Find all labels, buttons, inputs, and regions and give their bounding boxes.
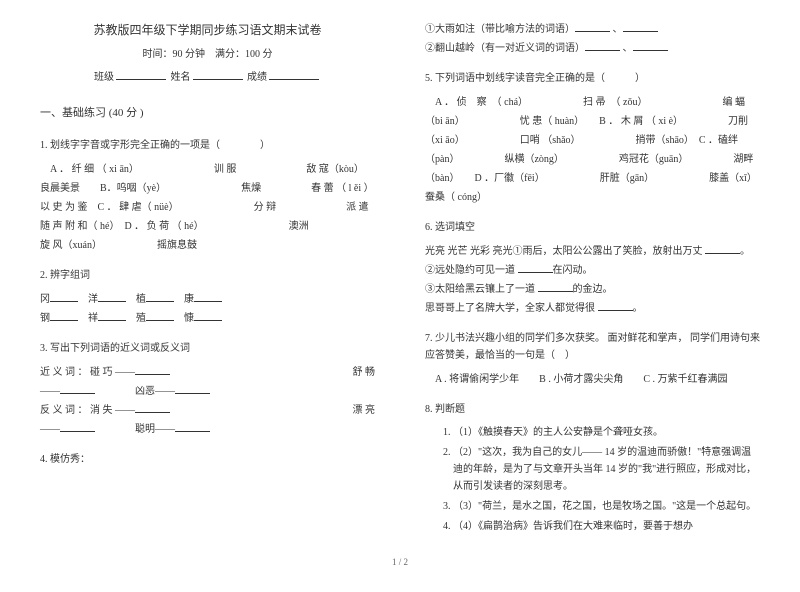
q8-item-1: （1）《触摸春天》的主人公安静是个聋哑女孩。 <box>453 424 760 441</box>
q5-body: A ． 侦 察 （ chá） 扫 帚 （ zǒu） 编 蝠（bi ān） 忧 患… <box>425 93 760 207</box>
q6-line3: ③太阳给黑云镶上了一道 的金边。 <box>425 280 760 299</box>
q2-line2: 钢 祥 殖 慷 <box>40 309 375 328</box>
page-footer: 1 / 2 <box>0 557 800 567</box>
r1-line1: ①大雨如注（带比喻方法的词语） 、 <box>425 20 760 39</box>
student-info: 班级 姓名 成绩 <box>40 69 375 86</box>
exam-meta: 时间：90 分钟 满分：100 分 <box>40 46 375 63</box>
section-1-head: 一、基础练习 (40 分 ) <box>40 104 375 123</box>
q8-item-2: （2）"这次，我为自己的女儿—— 14 岁的温迪而骄傲！"特意强调温迪的年龄，是… <box>453 444 760 495</box>
q1-body: A ． 纤 细 （ xi ān） 训 服 敌 寇（kòu） 良晨美景 B．呜咽（… <box>40 160 375 255</box>
q2-prompt: 2. 辨字组词 <box>40 267 375 284</box>
q8-item-3: （3）"荷兰，是水之国，花之国，也是牧场之国。"这是一个总起句。 <box>453 498 760 515</box>
q6-line4: 思哥哥上了名牌大学，全家人都觉得很 。 <box>425 299 760 318</box>
q6-prompt: 6. 选词填空 <box>425 219 760 236</box>
exam-title: 苏教版四年级下学期同步练习语文期末试卷 <box>40 20 375 40</box>
q3-line3: 反 义 词 ： 消 失 —— 漂 亮 <box>40 401 375 420</box>
r1-line2: ②翻山越岭（有一对近义词的词语） 、 <box>425 39 760 58</box>
q4-prompt: 4. 模仿秀： <box>40 451 375 468</box>
q6-line2: ②远处隐约可见一道 在闪动。 <box>425 261 760 280</box>
q8-prompt: 8. 判断题 <box>425 401 760 418</box>
q6-line1: 光亮 光芒 光彩 亮光①雨后，太阳公公露出了笑脸，放射出万丈 。 <box>425 242 760 261</box>
left-column: 苏教版四年级下学期同步练习语文期末试卷 时间：90 分钟 满分：100 分 班级… <box>40 20 375 539</box>
q1-prompt: 1. 划线字字音或字形完全正确的一项是（ ） <box>40 137 375 154</box>
q7-opts: A . 将谓偷闲学少年 B . 小荷才露尖尖角 C . 万紫千红春满园 <box>425 370 760 389</box>
q7-prompt: 7. 少儿书法兴趣小组的同学们多次获奖。 面对鲜花和掌声， 同学们用诗句来应答赞… <box>425 330 760 364</box>
q3-prompt: 3. 写出下列词语的近义词或反义词 <box>40 340 375 357</box>
q3-line1: 近 义 词 ： 碰 巧 —— 舒 畅 <box>40 363 375 382</box>
q2-line1: 冈 洋 植 康 <box>40 290 375 309</box>
q5-prompt: 5. 下列词语中划线字读音完全正确的是（ ） <box>425 70 760 87</box>
q8-item-4: （4）《扁鹊治病》告诉我们在大难来临时，要善于想办 <box>453 518 760 535</box>
q8-list: （1）《触摸春天》的主人公安静是个聋哑女孩。 （2）"这次，我为自己的女儿—— … <box>425 424 760 535</box>
right-column: ①大雨如注（带比喻方法的词语） 、 ②翻山越岭（有一对近义词的词语） 、 5. … <box>425 20 760 539</box>
q3-line2: —— 凶恶—— <box>40 382 375 401</box>
q3-line4: —— 聪明—— <box>40 420 375 439</box>
